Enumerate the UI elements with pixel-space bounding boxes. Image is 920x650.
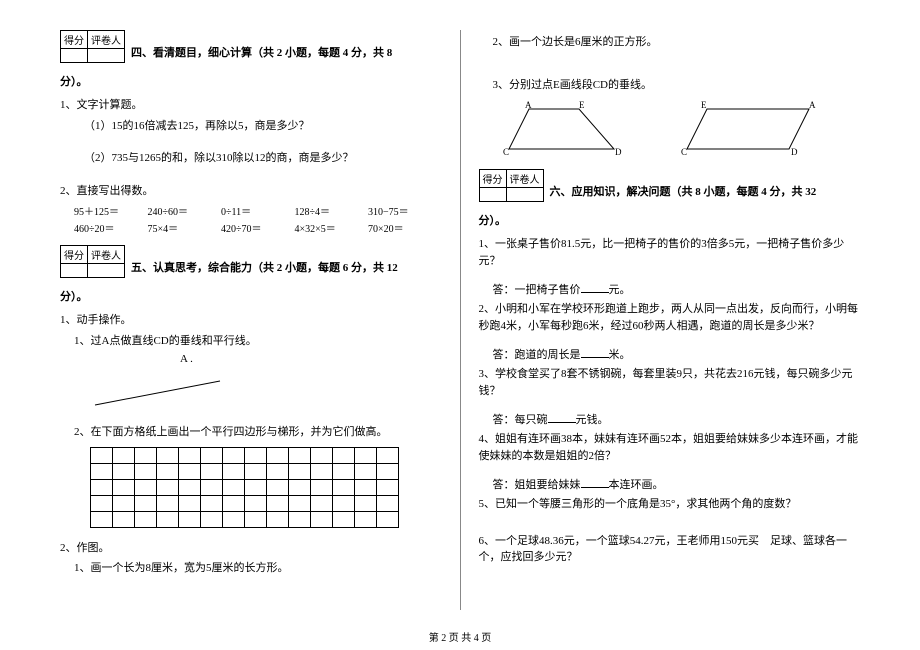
- s5-q1-2: 2、在下面方格纸上画出一个平行四边形与梯形，并为它们做高。: [74, 424, 442, 441]
- calc-item: 460÷20＝: [74, 220, 148, 235]
- score-box: 得分评卷人: [479, 169, 544, 202]
- section-6-title: 六、应用知识，解决问题（共 8 小题，每题 4 分，共 32: [550, 169, 861, 199]
- s4-q1: 1、文字计算题。: [60, 97, 442, 114]
- section-6-header: 得分评卷人 六、应用知识，解决问题（共 8 小题，每题 4 分，共 32: [479, 169, 861, 202]
- trapezoid-figures: A E C D E A C D: [499, 101, 861, 161]
- section-5-header: 得分评卷人 五、认真思考，综合能力（共 2 小题，每题 6 分，共 12: [60, 245, 442, 278]
- page-columns: 得分评卷人 四、看清题目，细心计算（共 2 小题，每题 4 分，共 8 分）。 …: [50, 30, 870, 610]
- section-6-title-cont: 分）。: [479, 212, 861, 228]
- blank: [581, 346, 609, 358]
- calc-item: 240÷60＝: [148, 203, 222, 218]
- score-label: 得分: [61, 31, 88, 49]
- point-a-label: A .: [180, 353, 442, 365]
- r-q2: 2、画一个边长是6厘米的正方形。: [493, 34, 861, 51]
- score-box: 得分评卷人: [60, 245, 125, 278]
- s6-a2: 答：跑道的周长是米。: [493, 346, 861, 362]
- grid-paper: [90, 447, 399, 528]
- calc-item: 128÷4＝: [295, 203, 369, 218]
- calc-item: 420÷70＝: [221, 220, 295, 235]
- blank: [581, 281, 609, 293]
- s4-q1-1: （1）15的16倍减去125，再除以5，商是多少？: [84, 118, 442, 135]
- calc-grid: 95＋125＝ 240÷60＝ 0÷11＝ 128÷4＝ 310−75＝ 460…: [74, 203, 442, 235]
- section-5-title: 五、认真思考，综合能力（共 2 小题，每题 6 分，共 12: [131, 245, 442, 275]
- s6-a4: 答：姐姐要给妹妹本连环画。: [493, 476, 861, 492]
- score-box: 得分评卷人: [60, 30, 125, 63]
- line-cd-figure: [90, 373, 442, 416]
- blank: [548, 411, 576, 423]
- calc-item: 70×20＝: [368, 220, 442, 235]
- s6-a3: 答：每只碗元钱。: [493, 411, 861, 427]
- s5-q1: 1、动手操作。: [60, 312, 442, 329]
- s6-q1: 1、一张桌子售价81.5元，比一把椅子的售价的3倍多5元，一把椅子售价多少元？: [479, 236, 861, 269]
- grader-label: 评卷人: [506, 170, 543, 188]
- label-d2: D: [791, 147, 798, 157]
- s5-q2: 2、作图。: [60, 540, 442, 557]
- s5-q2-1: 1、画一个长为8厘米，宽为5厘米的长方形。: [74, 560, 442, 577]
- section-4-title: 四、看清题目，细心计算（共 2 小题，每题 4 分，共 8: [131, 30, 442, 60]
- blank: [581, 476, 609, 488]
- grader-label: 评卷人: [88, 31, 125, 49]
- line-icon: [90, 373, 230, 413]
- grader-cell: [88, 49, 125, 63]
- s6-q4: 4、姐姐有连环画38本，妹妹有连环画52本，姐姐要给妹妹多少本连环画，才能使妹妹…: [479, 431, 861, 464]
- label-a: A: [525, 101, 532, 110]
- r-q3: 3、分别过点E画线段CD的垂线。: [493, 77, 861, 94]
- label-d: D: [615, 147, 622, 157]
- s6-q5: 5、已知一个等腰三角形的一个底角是35°，求其他两个角的度数？: [479, 496, 861, 513]
- label-e: E: [579, 101, 585, 110]
- section-5-title-cont: 分）。: [60, 288, 442, 304]
- s4-q1-2: （2）735与1265的和，除以310除以12的商，商是多少？: [84, 150, 442, 167]
- s4-q2: 2、直接写出得数。: [60, 183, 442, 200]
- calc-item: 75×4＝: [148, 220, 222, 235]
- s6-a1: 答：一把椅子售价元。: [493, 281, 861, 297]
- s6-q6: 6、一个足球48.36元，一个篮球54.27元，王老师用150元买 足球、篮球各…: [479, 533, 861, 566]
- calc-item: 0÷11＝: [221, 203, 295, 218]
- section-4-title-cont: 分）。: [60, 73, 442, 89]
- right-column: 2、画一个边长是6厘米的正方形。 3、分别过点E画线段CD的垂线。 A E C …: [461, 30, 871, 610]
- s6-q2: 2、小明和小军在学校环形跑道上跑步，两人从同一点出发，反向而行，小明每秒跑4米，…: [479, 301, 861, 334]
- score-label: 得分: [61, 246, 88, 264]
- s5-q1-1: 1、过A点做直线CD的垂线和平行线。: [74, 333, 442, 350]
- calc-item: 310−75＝: [368, 203, 442, 218]
- page-footer: 第 2 页 共 4 页: [0, 629, 920, 644]
- parallelogram-icon: E A C D: [679, 101, 829, 161]
- label-a2: A: [809, 101, 816, 110]
- label-c2: C: [681, 147, 687, 157]
- label-e2: E: [701, 101, 707, 110]
- score-cell: [61, 49, 88, 63]
- calc-item: 4×32×5＝: [295, 220, 369, 235]
- s6-q3: 3、学校食堂买了8套不锈钢碗，每套里装9只，共花去216元钱，每只碗多少元钱？: [479, 366, 861, 399]
- section-4-header: 得分评卷人 四、看清题目，细心计算（共 2 小题，每题 4 分，共 8: [60, 30, 442, 63]
- score-label: 得分: [479, 170, 506, 188]
- left-column: 得分评卷人 四、看清题目，细心计算（共 2 小题，每题 4 分，共 8 分）。 …: [50, 30, 461, 610]
- trapezoid-icon: A E C D: [499, 101, 639, 161]
- grader-label: 评卷人: [88, 246, 125, 264]
- calc-item: 95＋125＝: [74, 203, 148, 218]
- label-c: C: [503, 147, 509, 157]
